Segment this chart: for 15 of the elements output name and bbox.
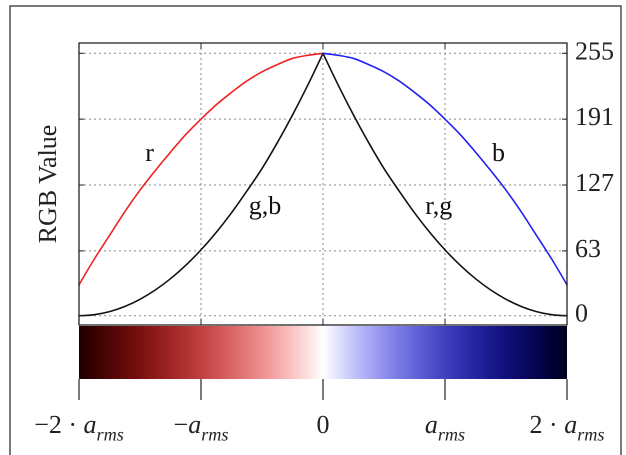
series-label: r xyxy=(145,138,154,168)
y-tick-label: 63 xyxy=(575,234,601,263)
series-label: g,b xyxy=(248,191,282,220)
series-label: b xyxy=(492,138,506,168)
x-tick-label: 2 · a$_{rms}$ xyxy=(530,410,604,444)
y-tick-label: 0 xyxy=(575,298,588,328)
x-tick-label: −2 · a$_{rms}$ xyxy=(34,410,124,444)
y-axis-title: RGB Value xyxy=(32,124,62,244)
series-label: r,g xyxy=(425,191,452,220)
y-tick-label: 191 xyxy=(575,102,614,132)
y-tick-label: 127 xyxy=(575,168,614,197)
x-tick-label: 0 xyxy=(316,410,330,439)
x-tick-label: a$_{rms}$ xyxy=(424,410,466,444)
x-tick-label: −a$_{rms}$ xyxy=(174,410,228,444)
y-tick-label: 255 xyxy=(575,36,614,66)
